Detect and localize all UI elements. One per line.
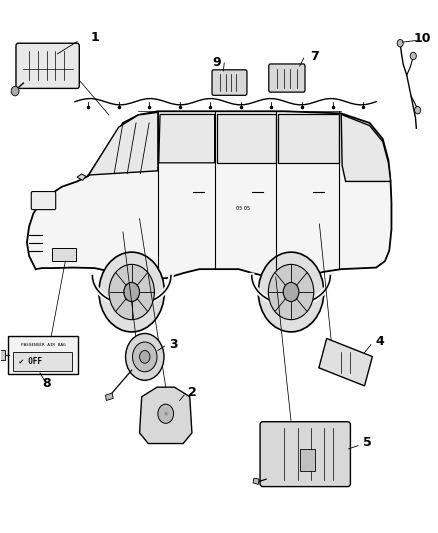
Text: 10: 10 <box>413 33 431 45</box>
FancyBboxPatch shape <box>269 64 305 92</box>
Circle shape <box>109 264 154 320</box>
Polygon shape <box>106 393 113 400</box>
Polygon shape <box>27 111 392 278</box>
Text: 05 05: 05 05 <box>236 206 250 211</box>
Text: 5: 5 <box>363 437 372 449</box>
Polygon shape <box>217 115 276 163</box>
Circle shape <box>99 252 164 332</box>
Circle shape <box>397 39 403 47</box>
FancyBboxPatch shape <box>8 336 78 374</box>
Polygon shape <box>341 115 391 181</box>
Circle shape <box>410 52 417 60</box>
Polygon shape <box>140 387 192 443</box>
Text: ✔ OFF: ✔ OFF <box>19 357 42 366</box>
Circle shape <box>268 264 314 320</box>
Text: 7: 7 <box>310 50 318 63</box>
Circle shape <box>133 342 157 372</box>
Polygon shape <box>319 338 372 386</box>
FancyBboxPatch shape <box>31 191 56 209</box>
Polygon shape <box>278 115 339 163</box>
Circle shape <box>415 107 421 114</box>
Text: ★: ★ <box>162 411 169 417</box>
Text: 3: 3 <box>169 337 177 351</box>
Polygon shape <box>77 174 86 180</box>
FancyBboxPatch shape <box>212 70 247 95</box>
Circle shape <box>283 282 299 302</box>
Polygon shape <box>88 112 158 176</box>
Text: 9: 9 <box>212 56 221 69</box>
Text: 8: 8 <box>42 377 51 390</box>
Polygon shape <box>159 115 215 163</box>
Circle shape <box>258 252 324 332</box>
FancyBboxPatch shape <box>13 352 72 370</box>
FancyBboxPatch shape <box>300 449 315 471</box>
Text: 1: 1 <box>90 31 99 44</box>
Circle shape <box>124 282 140 302</box>
FancyBboxPatch shape <box>260 422 350 487</box>
Text: 4: 4 <box>375 335 384 349</box>
Circle shape <box>11 86 19 96</box>
Circle shape <box>126 334 164 380</box>
FancyBboxPatch shape <box>0 350 6 360</box>
Circle shape <box>158 404 173 423</box>
Text: 2: 2 <box>188 386 197 399</box>
FancyBboxPatch shape <box>16 43 79 88</box>
Polygon shape <box>253 478 259 484</box>
Circle shape <box>140 351 150 364</box>
FancyBboxPatch shape <box>52 248 76 261</box>
Text: PASSENGER AIR BAG: PASSENGER AIR BAG <box>21 343 65 347</box>
